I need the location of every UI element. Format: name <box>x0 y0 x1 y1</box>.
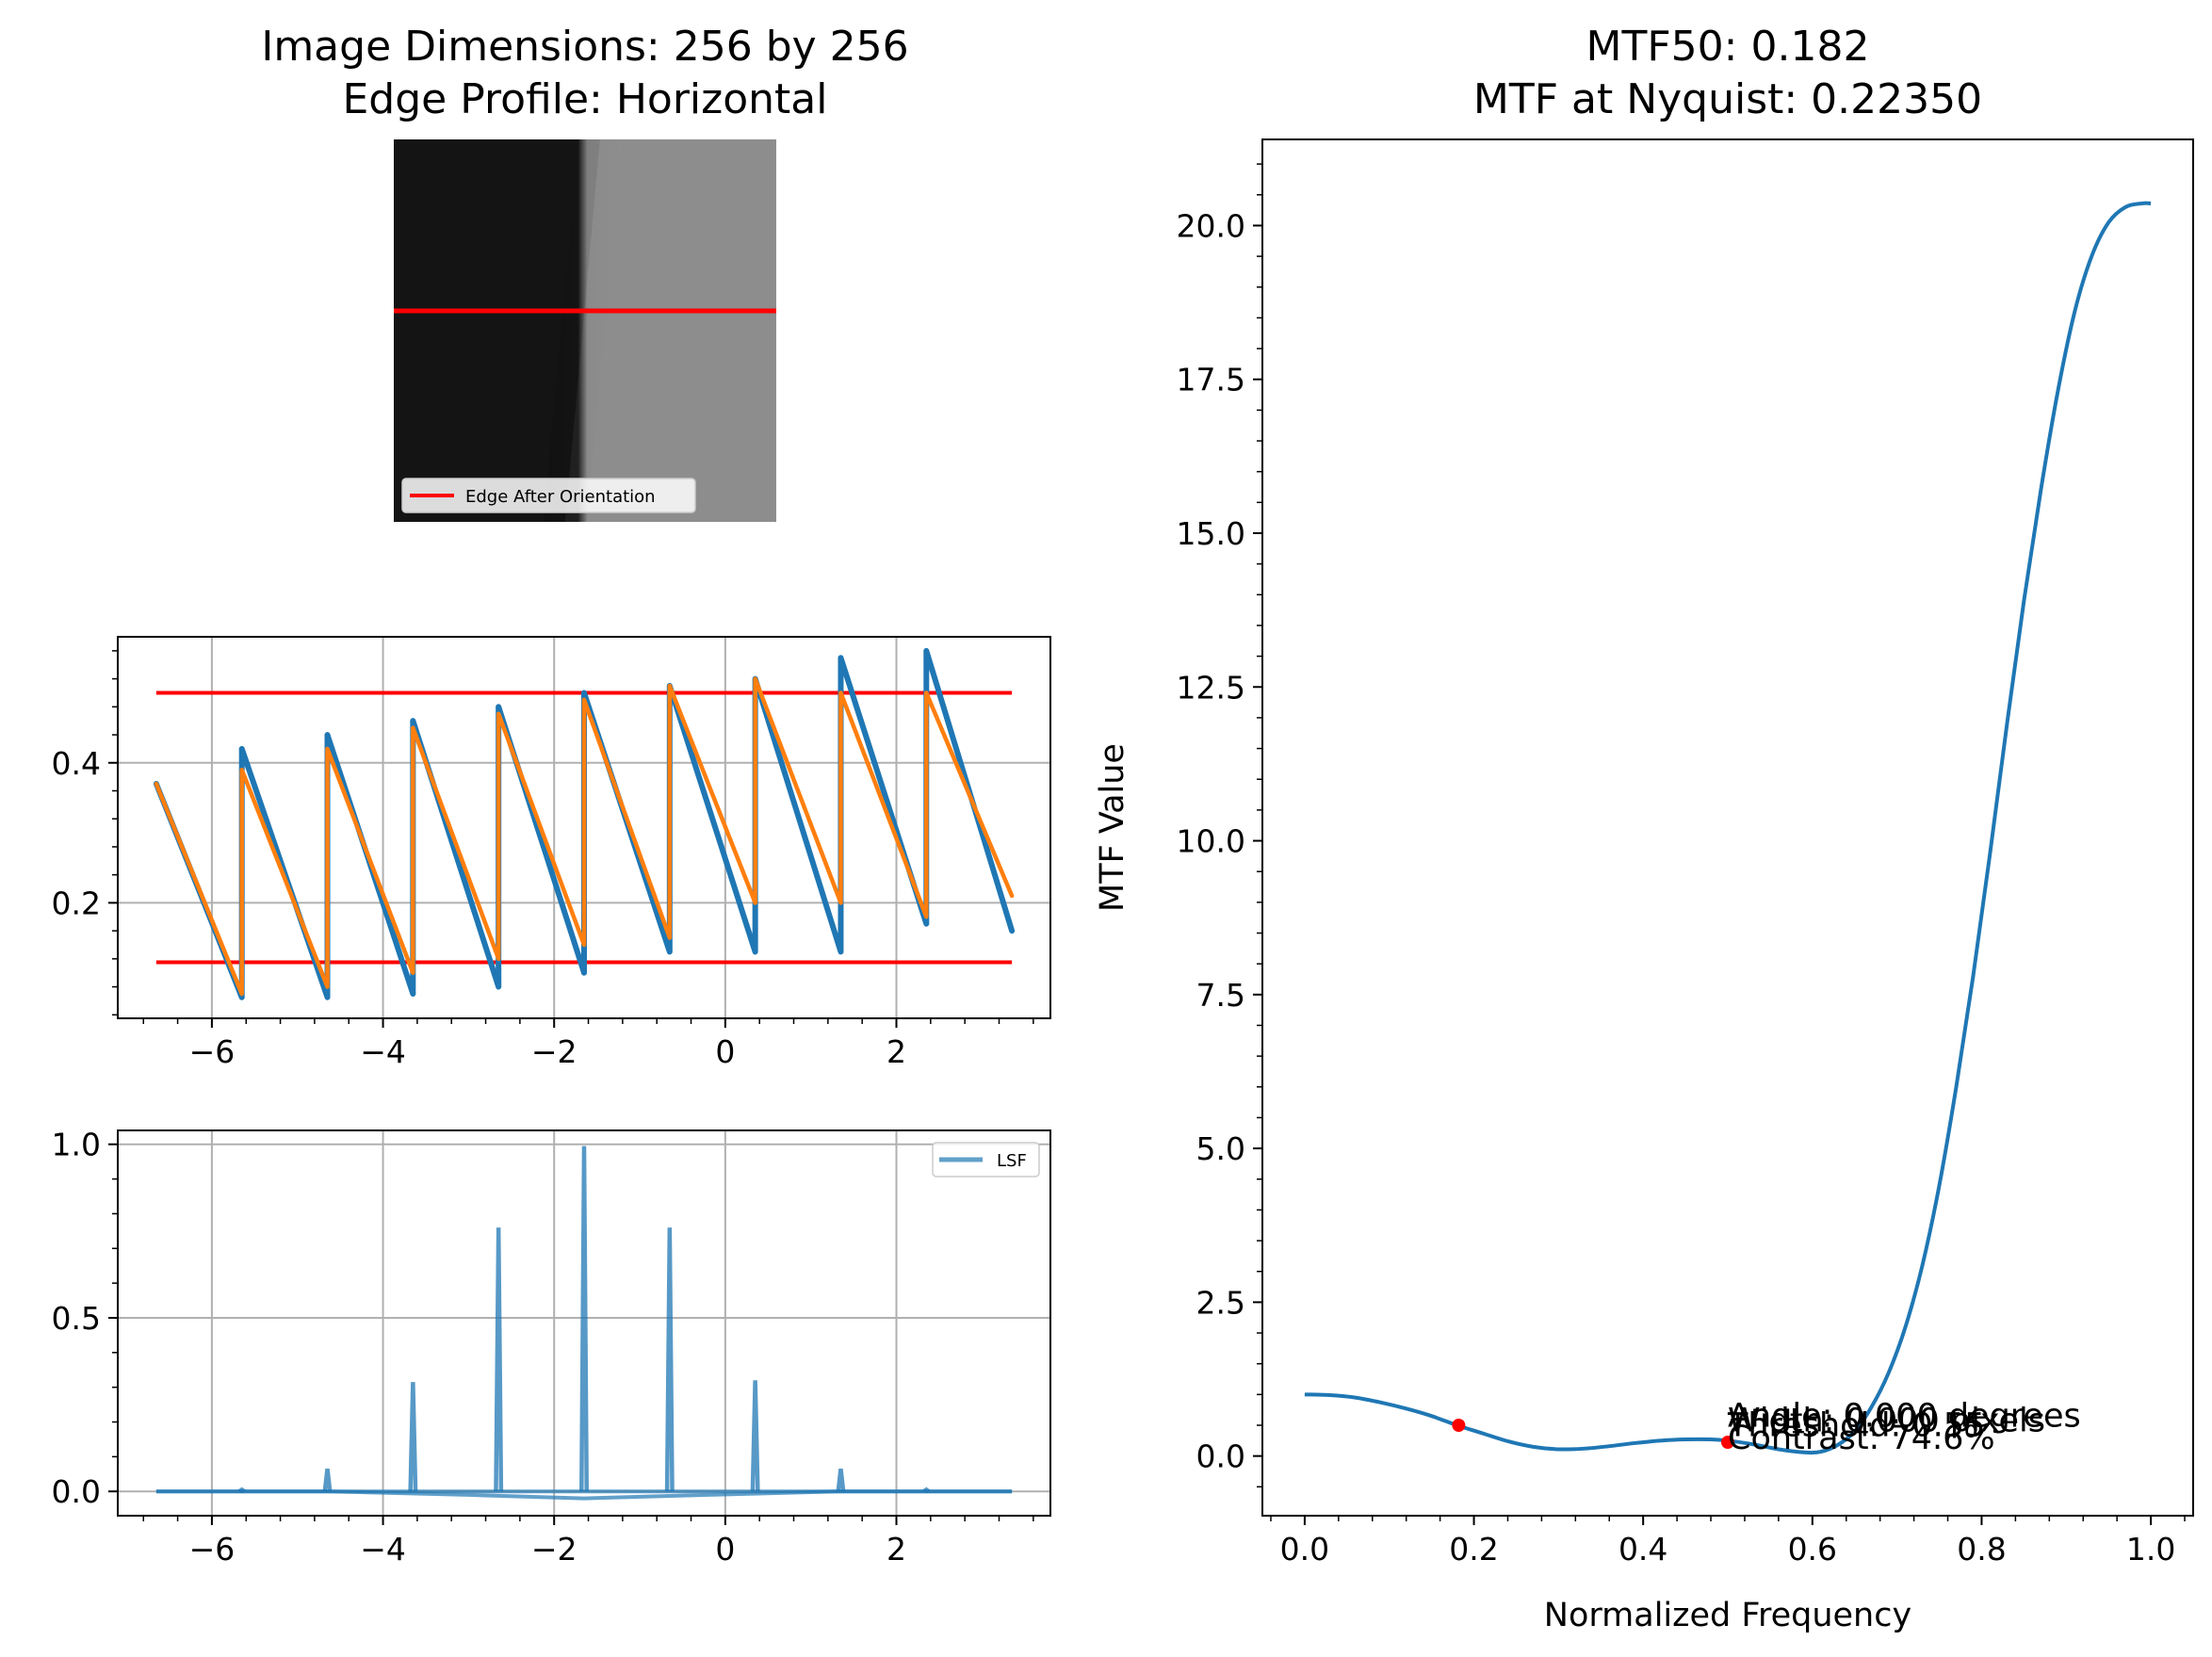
y-tick-label: 0.0 <box>1196 1438 1245 1475</box>
mtf-title-line1: MTF50: 0.182 <box>1586 23 1870 71</box>
x-tick-label: 0.6 <box>1788 1531 1837 1568</box>
esf-ramp-segment <box>666 683 758 955</box>
x-tick-label: 0.0 <box>1280 1531 1329 1568</box>
image-legend: Edge After Orientation <box>401 478 696 513</box>
y-tick-label: 2.5 <box>1196 1284 1245 1321</box>
mtf-marker <box>1721 1436 1734 1450</box>
lsf-spike <box>237 1486 246 1494</box>
lsf-legend: LSF <box>932 1142 1040 1178</box>
x-tick-label: 0 <box>715 1033 735 1070</box>
lsf-spike <box>750 1380 760 1492</box>
mtf-ylabel: MTF Value <box>1094 743 1131 912</box>
x-tick-label: 1.0 <box>2126 1531 2175 1568</box>
x-tick-label: −4 <box>360 1033 406 1070</box>
mtf-curve <box>1304 201 2152 1455</box>
esf-ramp-segment <box>753 676 843 905</box>
mtf-annotation: Width: 0.000 pixels <box>1728 1403 2045 1440</box>
edge-image <box>394 139 776 522</box>
y-tick-label: 0.4 <box>52 745 101 782</box>
lsf-legend-label: LSF <box>997 1151 1027 1171</box>
esf-ramp-segment <box>667 683 757 905</box>
mtf-marker <box>1452 1418 1466 1432</box>
esf-ramp-segment <box>838 690 929 919</box>
y-tick-label: 5.0 <box>1196 1130 1245 1167</box>
x-tick-label: 2 <box>886 1033 906 1070</box>
esf-ramp-segment <box>239 767 330 989</box>
esf-ramp-segment <box>581 697 673 940</box>
lsf-spike <box>322 1469 333 1492</box>
esf-ramp-segment <box>752 675 844 955</box>
axes-frame <box>117 1129 1051 1517</box>
y-tick-label: 17.5 <box>1177 362 1245 398</box>
y-tick-label: 15.0 <box>1177 515 1245 552</box>
lsf-plot-area <box>155 1145 1013 1501</box>
lsf-spike <box>922 1486 931 1494</box>
x-tick-label: 0 <box>715 1531 735 1568</box>
mtf-panel: 0.0 0.2 0.4 0.6 0.8 1.0 0.0 2.5 5.0 7.5 10.0 12.5 15… <box>1094 23 2194 1634</box>
esf-ramp-segment <box>924 690 1015 899</box>
x-tick-label: −2 <box>531 1531 577 1568</box>
axes-frame <box>117 636 1051 1019</box>
lsf-spike <box>579 1145 589 1492</box>
lsf-legend-box <box>932 1142 1040 1178</box>
lsf-spike <box>408 1382 418 1492</box>
esf-ramp-segment <box>411 725 501 962</box>
x-tick-label: 0.2 <box>1449 1531 1498 1568</box>
y-tick-label: 0.2 <box>52 885 101 921</box>
esf-series-orange <box>154 676 1015 997</box>
legend-edge-label: Edge After Orientation <box>465 487 656 507</box>
mtf-annotation: Angle: 0.000 degrees <box>1728 1397 2081 1435</box>
mtf-xlabel: Normalized Frequency <box>1544 1597 1911 1634</box>
x-tick-label: −2 <box>531 1033 577 1070</box>
y-tick-label: 7.5 <box>1196 977 1245 1014</box>
x-tick-label: −6 <box>189 1531 236 1568</box>
x-tick-label: −4 <box>360 1531 406 1568</box>
mtf-annotation: Threshold: 0.55 <box>1727 1407 1985 1445</box>
lsf-spike <box>836 1469 846 1492</box>
mtf-title-line2: MTF at Nyquist: 0.22350 <box>1473 75 1982 123</box>
y-tick-label: 10.0 <box>1177 823 1245 860</box>
image-title-line1: Image Dimensions: 256 by 256 <box>261 23 908 71</box>
image-title-line2: Edge Profile: Horizontal <box>342 75 827 123</box>
esf-ramp-segment <box>496 711 587 948</box>
esf-plot-area <box>153 647 1016 1000</box>
esf-panel: −6 −4 −2 0 2 0.2 0.4 <box>52 636 1051 1070</box>
mtf-plot-area <box>1304 201 2152 1455</box>
esf-ramp-segment <box>325 746 415 975</box>
y-tick-label: 1.0 <box>52 1127 101 1163</box>
lsf-panel: −6 −4 −2 0 2 0.0 0.5 1.0 LSF <box>52 1127 1051 1568</box>
y-tick-label: 20.0 <box>1177 207 1245 244</box>
lsf-spike <box>664 1227 675 1492</box>
x-tick-label: 2 <box>886 1531 906 1568</box>
y-tick-label: 0.5 <box>52 1300 101 1337</box>
x-tick-label: 0.8 <box>1957 1531 2006 1568</box>
mtf-annotation: Contrast: 74.6% <box>1728 1420 1995 1457</box>
lsf-spike <box>494 1227 504 1492</box>
x-tick-label: −6 <box>189 1033 236 1070</box>
y-tick-label: 12.5 <box>1177 669 1245 706</box>
esf-ramp-segment <box>154 781 244 997</box>
y-tick-label: 0.0 <box>52 1473 101 1510</box>
axes-frame <box>1261 138 2194 1517</box>
x-tick-label: 0.4 <box>1618 1531 1667 1568</box>
